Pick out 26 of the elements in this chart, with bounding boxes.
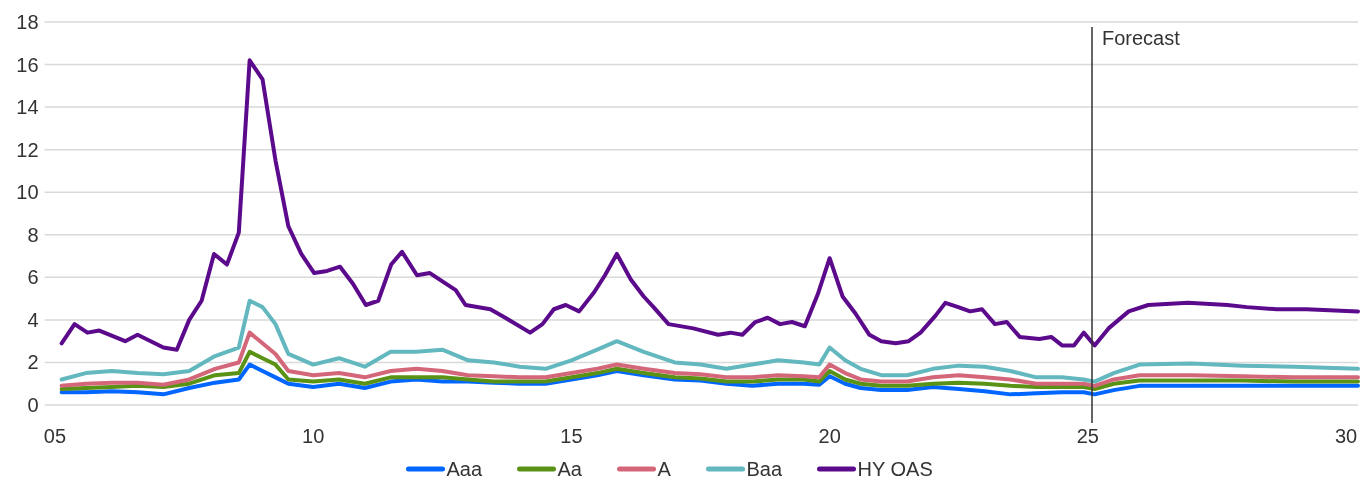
line-series	[59, 58, 1360, 352]
legend-label: A	[657, 458, 672, 480]
y-tick-label: 6	[27, 266, 39, 289]
legend-label: Aaa	[446, 458, 483, 480]
legend-label: Baa	[746, 458, 783, 480]
x-tick-label: 25	[1076, 425, 1100, 447]
y-tick-label: 16	[16, 53, 39, 76]
y-tick-label: 14	[16, 96, 39, 119]
x-tick-label: 30	[1335, 425, 1358, 447]
x-tick-label: 20	[818, 425, 841, 447]
y-tick-label: 2	[27, 351, 39, 374]
y-tick-label: 8	[27, 223, 39, 246]
y-tick-label: 0	[27, 394, 39, 416]
y-tick-label: 10	[16, 181, 39, 204]
x-tick-label: 15	[560, 425, 583, 447]
line-series	[59, 349, 1360, 392]
line-series	[59, 298, 1360, 384]
x-tick-label: 10	[302, 425, 325, 447]
x-tick-label: 05	[43, 425, 67, 447]
ref-line-label: Forecast	[1102, 27, 1181, 49]
line-series	[59, 330, 1360, 388]
legend-label: Aa	[557, 458, 583, 480]
legend-label: HY OAS	[857, 458, 933, 480]
y-tick-label: 12	[16, 138, 39, 161]
y-tick-label: 4	[27, 308, 39, 331]
y-tick-label: 18	[16, 11, 39, 33]
